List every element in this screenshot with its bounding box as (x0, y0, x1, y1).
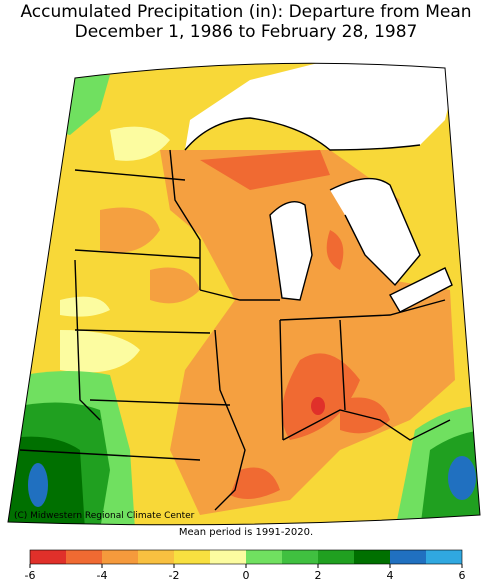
colorbar-tick-label: -4 (97, 569, 108, 582)
colorbar-tick-label: 2 (315, 569, 322, 582)
colorbar-tick-label: -2 (169, 569, 180, 582)
colorbar-bin (282, 550, 318, 564)
title: Accumulated Precipitation (in): Departur… (20, 2, 471, 22)
colorbar-bin (354, 550, 390, 564)
colorbar-bin (138, 550, 174, 564)
colorbar-bin (66, 550, 102, 564)
map-frame (7, 62, 481, 526)
colorbar: -6 -4 -2 0 2 4 6 (25, 549, 466, 582)
colorbar-bin (426, 550, 462, 564)
colorbar-bin (246, 550, 282, 564)
colorbar-bin (390, 550, 426, 564)
colorbar-tick-label: 6 (459, 569, 466, 582)
credit: (C) Midwestern Regional Climate Center (14, 511, 195, 521)
subtitle: December 1, 1986 to February 28, 1987 (75, 22, 418, 42)
colorbar-bin (30, 550, 66, 564)
colorbar-tick-label: 4 (387, 569, 394, 582)
colorbar-bin (174, 550, 210, 564)
colorbar-bin (210, 550, 246, 564)
colorbar-tick-label: 0 (243, 569, 250, 582)
map (8, 63, 480, 525)
mean-period-note: Mean period is 1991-2020. (179, 527, 313, 538)
colorbar-bin (102, 550, 138, 564)
colorbar-tick-label: -6 (25, 569, 36, 582)
colorbar-bin (318, 550, 354, 564)
